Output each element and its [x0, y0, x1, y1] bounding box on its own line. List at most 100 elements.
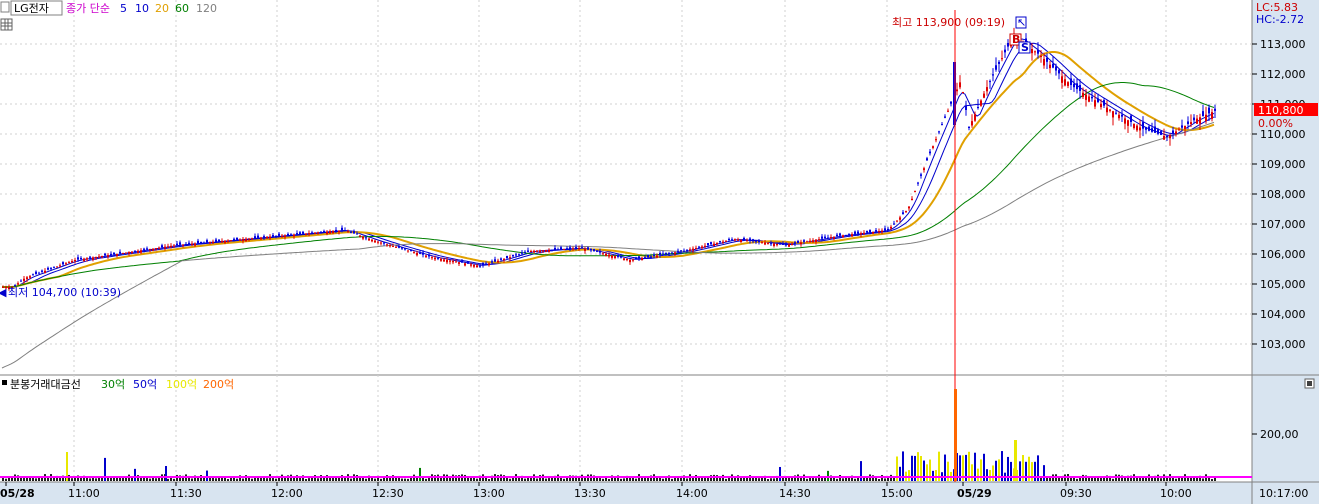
candle-body	[716, 243, 718, 244]
candle-body	[368, 238, 370, 241]
volume-bar	[59, 477, 61, 481]
volume-bar	[143, 476, 145, 481]
candle-body	[797, 241, 799, 243]
candle-body	[455, 261, 457, 263]
candle-body	[134, 250, 136, 252]
volume-bar	[1175, 478, 1177, 481]
candle-body	[1196, 118, 1198, 124]
volume-bar	[1070, 476, 1072, 481]
volume-bar	[374, 478, 376, 481]
volume-bar	[434, 475, 436, 481]
time-tick-label: 05/28	[0, 487, 35, 500]
grid-settings-icon[interactable]	[0, 18, 13, 31]
stock-name-box[interactable]	[10, 0, 63, 16]
volume-bar	[314, 475, 316, 481]
volume-legend-title: 분봉거래대금선	[10, 378, 81, 391]
candle-body	[947, 110, 949, 112]
volume-bar	[1154, 475, 1156, 481]
volume-bar	[647, 477, 649, 481]
volume-bar	[1112, 478, 1114, 481]
ma-period-10: 10	[135, 2, 149, 15]
candle-body	[668, 253, 670, 255]
candle-body	[485, 263, 487, 265]
candle-body	[785, 244, 787, 246]
candle-body	[209, 242, 211, 244]
candle-body	[1007, 42, 1009, 47]
volume-bar	[302, 475, 304, 481]
ma-period-120: 120	[196, 2, 217, 15]
candle-body	[1091, 96, 1093, 99]
volume-bar	[470, 476, 472, 481]
candle-body	[284, 235, 286, 238]
candle-body	[122, 252, 124, 254]
candlesticks	[2, 27, 1216, 291]
price-tick-label: 109,000	[1260, 158, 1306, 171]
time-tick-label: 13:00	[473, 487, 505, 500]
volume-bar	[17, 475, 19, 481]
volume-panel-close-icon[interactable]	[1304, 378, 1315, 389]
candle-body	[878, 231, 880, 233]
candle-body	[545, 250, 547, 252]
candle-body	[902, 212, 904, 215]
volume-bar	[1187, 477, 1189, 481]
legend-toggle[interactable]	[0, 1, 10, 13]
volume-bar	[1028, 456, 1030, 481]
candle-body	[392, 246, 394, 248]
candle-body	[365, 237, 367, 239]
candle-body	[1208, 107, 1210, 114]
candle-body	[407, 250, 409, 252]
volume-bar	[371, 476, 373, 481]
candle-body	[1031, 49, 1033, 54]
candle-body	[995, 65, 997, 70]
volume-bar	[809, 477, 811, 481]
volume-bar	[1007, 456, 1009, 481]
candle-body	[428, 254, 430, 257]
candle-body	[920, 174, 922, 176]
volume-bar	[74, 476, 76, 481]
candle-body	[32, 274, 34, 276]
candle-body	[197, 240, 199, 244]
volume-bar	[254, 476, 256, 481]
volume-bar	[260, 476, 262, 481]
candle-body	[977, 107, 979, 109]
candle-body	[47, 267, 49, 270]
volume-bar	[203, 476, 205, 481]
volume-bar	[440, 476, 442, 481]
candle-body	[986, 87, 988, 92]
candle-body	[452, 261, 454, 263]
candle-body	[305, 233, 307, 235]
volume-bar	[878, 478, 880, 481]
candle-body	[1187, 121, 1189, 124]
volume-bar	[980, 459, 982, 481]
candle-body	[332, 231, 334, 233]
candle-body	[125, 252, 127, 254]
volume-bar	[287, 475, 289, 481]
candle-body	[827, 237, 829, 239]
candle-body	[146, 248, 148, 250]
price-axis-panel	[1252, 0, 1319, 504]
volume-bar	[86, 477, 88, 481]
candle-body	[890, 226, 892, 229]
volume-bar	[473, 476, 475, 481]
volume-bar	[212, 477, 214, 481]
volume-bar	[167, 478, 169, 481]
volume-bar	[341, 475, 343, 481]
volume-bar	[308, 478, 310, 481]
volume-bar	[929, 459, 931, 481]
volume-bar	[116, 476, 118, 481]
volume-bar	[239, 475, 241, 481]
candle-body	[413, 252, 415, 254]
volume-legend-toggle[interactable]	[2, 380, 7, 385]
candle-body	[1109, 109, 1111, 111]
candle-body	[359, 235, 361, 237]
volume-bar	[995, 460, 997, 481]
volume-bar	[863, 477, 865, 481]
candle-body	[965, 105, 967, 110]
candle-body	[590, 249, 592, 251]
volume-bar	[785, 476, 787, 481]
volume-bar	[875, 478, 877, 481]
candle-body	[158, 247, 160, 249]
volume-bar	[323, 476, 325, 481]
volume-bar	[233, 477, 235, 481]
candle-body	[398, 246, 400, 248]
